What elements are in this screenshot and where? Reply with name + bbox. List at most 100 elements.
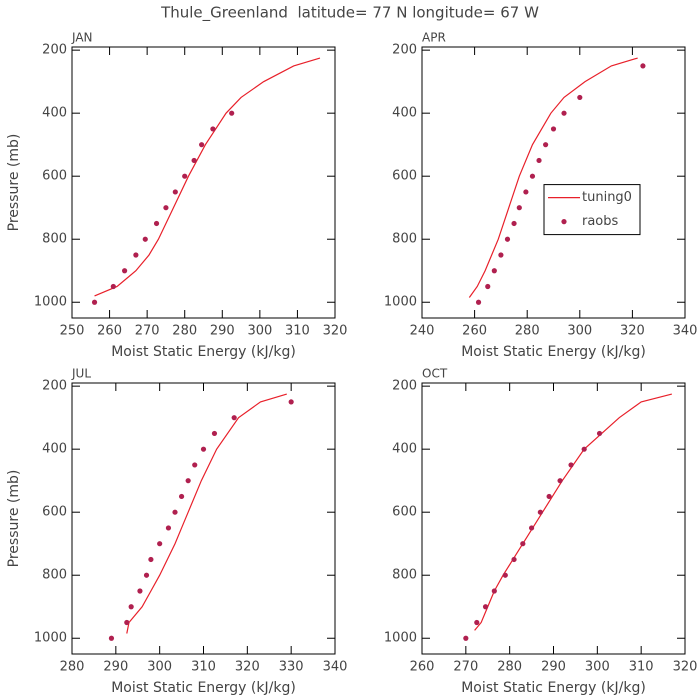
x-tick-label: 290 <box>541 660 566 675</box>
data-point <box>108 635 115 641</box>
data-point <box>546 493 552 500</box>
y-tick-label: 400 <box>42 106 67 121</box>
data-point <box>568 462 574 468</box>
x-tick-label: 310 <box>191 660 216 675</box>
data-point <box>191 157 197 164</box>
data-point <box>124 619 130 626</box>
panel: OCT 260 270 280 290 300 310 320 200 400 600 800 1000… <box>384 367 698 697</box>
x-tick-label: 300 <box>147 660 172 675</box>
data-point <box>596 430 603 437</box>
legend-label: tuning0 <box>582 190 632 205</box>
y-tick-label: 1000 <box>34 295 67 310</box>
data-point <box>536 157 542 164</box>
x-tick-label: 300 <box>585 660 610 675</box>
data-point <box>172 509 178 515</box>
y-tick-label: 600 <box>42 505 67 520</box>
data-point <box>185 478 191 484</box>
data-point <box>502 572 508 578</box>
legend-box <box>543 184 641 236</box>
data-point <box>557 478 563 484</box>
y-tick-label: 1000 <box>384 631 417 646</box>
x-tick-label: 280 <box>60 660 85 675</box>
data-point <box>475 299 482 305</box>
x-tick-label: 290 <box>210 324 235 339</box>
x-tick-label: 290 <box>103 660 128 675</box>
data-point <box>165 525 172 531</box>
y-tick-label: 600 <box>392 505 417 520</box>
x-tick-label: 320 <box>673 660 698 675</box>
x-tick-label: 270 <box>453 660 478 675</box>
data-point <box>577 94 583 101</box>
data-point <box>143 572 150 578</box>
data-point <box>211 430 218 437</box>
panel-title: JUL <box>71 367 91 381</box>
data-point <box>581 446 587 452</box>
y-tick-label: 200 <box>42 379 67 394</box>
data-point <box>182 173 188 179</box>
plot-frame <box>421 46 686 319</box>
data-point <box>640 63 646 69</box>
data-point <box>122 268 128 274</box>
y-tick-label: 400 <box>392 442 417 457</box>
x-tick-label: 340 <box>323 660 348 675</box>
series-line <box>94 57 321 297</box>
x-tick-label: 320 <box>620 324 645 339</box>
data-point <box>529 173 536 179</box>
data-point <box>229 110 235 116</box>
data-point <box>142 236 148 242</box>
data-point <box>153 220 160 227</box>
data-point <box>491 588 497 594</box>
x-tick-label: 270 <box>135 324 160 339</box>
x-axis-label: Moist Static Energy (kJ/kg) <box>461 344 646 360</box>
x-tick-label: 280 <box>172 324 197 339</box>
data-point <box>172 189 178 195</box>
panel-title: APR <box>422 31 446 45</box>
data-point <box>110 283 116 290</box>
data-point <box>550 126 557 132</box>
x-tick-label: 260 <box>410 660 435 675</box>
series-line <box>126 393 287 634</box>
figure-title: Thule_Greenland latitude= 77 N longitude… <box>160 4 539 23</box>
x-tick-label: 250 <box>60 324 85 339</box>
x-tick-label: 260 <box>462 324 487 339</box>
data-point <box>133 252 139 258</box>
data-point <box>231 415 237 421</box>
data-point <box>288 399 294 405</box>
y-tick-label: 600 <box>392 169 417 184</box>
x-tick-label: 240 <box>410 324 435 339</box>
y-tick-label: 1000 <box>384 295 417 310</box>
x-tick-label: 340 <box>673 324 698 339</box>
data-point <box>157 541 163 547</box>
y-axis-label: Pressure (mb) <box>6 470 22 568</box>
plot-frame <box>421 382 686 655</box>
data-point <box>485 283 491 290</box>
data-point <box>192 462 198 468</box>
panel: JUL 280 290 300 310 320 330 340 200 400 600 800 1000… <box>6 367 347 697</box>
y-tick-label: 400 <box>42 442 67 457</box>
x-tick-label: 310 <box>285 324 310 339</box>
plot-frame <box>71 382 336 655</box>
x-tick-label: 310 <box>629 660 654 675</box>
panel-title: JAN <box>71 31 93 45</box>
x-tick-label: 300 <box>247 324 272 339</box>
y-tick-label: 200 <box>42 43 67 58</box>
x-tick-label: 280 <box>497 660 522 675</box>
data-point <box>482 604 489 610</box>
y-tick-label: 800 <box>42 232 67 247</box>
legend-label: raobs <box>582 214 619 229</box>
y-tick-label: 200 <box>392 43 417 58</box>
y-axis-label: Pressure (mb) <box>6 134 22 232</box>
data-point <box>528 525 535 531</box>
data-point <box>504 236 511 242</box>
series-line <box>468 57 638 298</box>
data-point <box>148 556 154 563</box>
data-point <box>491 268 497 274</box>
x-axis-label: Moist Static Energy (kJ/kg) <box>111 344 296 360</box>
data-point <box>511 220 517 227</box>
x-tick-label: 320 <box>323 324 348 339</box>
data-point <box>543 142 549 148</box>
x-axis-label: Moist Static Energy (kJ/kg) <box>461 680 646 696</box>
y-tick-label: 800 <box>42 568 67 583</box>
data-point <box>516 205 522 211</box>
